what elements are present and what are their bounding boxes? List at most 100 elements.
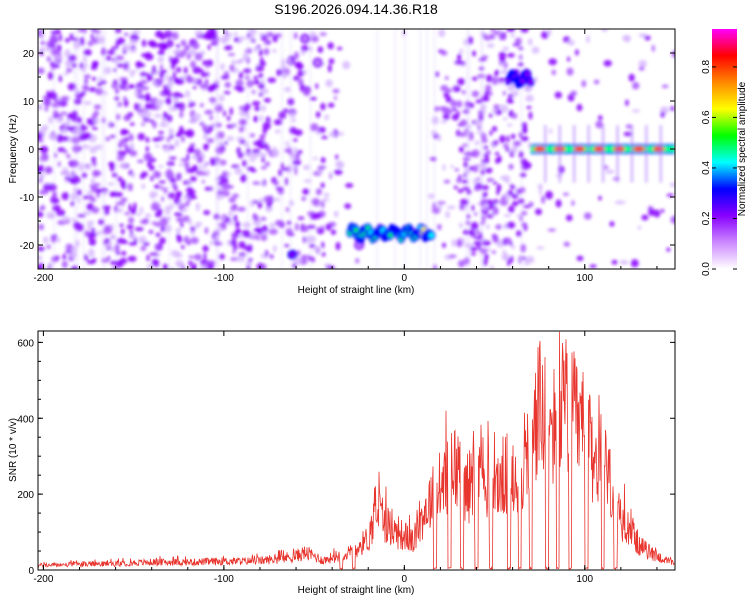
noise-speck (536, 246, 545, 250)
noise-speck (461, 90, 466, 95)
noise-speck (83, 211, 92, 215)
noise-speck (122, 44, 131, 51)
noise-streak (466, 29, 468, 269)
noise-speck (52, 204, 61, 212)
noise-speck (169, 134, 174, 140)
noise-speck (435, 71, 439, 78)
noise-speck (644, 35, 651, 41)
noise-speck (58, 34, 63, 42)
noise-speck (161, 196, 165, 202)
noise-speck (180, 245, 185, 250)
noise-speck (133, 202, 137, 211)
noise-speck (48, 262, 53, 269)
noise-speck (506, 123, 513, 127)
noise-speck (93, 104, 102, 110)
noise-speck (236, 255, 245, 262)
noise-speck (190, 226, 196, 232)
noise-speck (203, 210, 211, 215)
noise-speck (86, 118, 91, 125)
line-spike (601, 125, 605, 183)
noise-speck (492, 181, 497, 185)
noise-speck (619, 260, 629, 265)
noise-speck (188, 255, 195, 259)
noise-speck (293, 75, 300, 81)
noise-speck (123, 99, 129, 108)
noise-speck (509, 241, 513, 247)
noise-speck (209, 240, 214, 246)
noise-speck (77, 214, 86, 218)
noise-speck (508, 163, 514, 170)
noise-speck (172, 31, 179, 40)
noise-speck (159, 69, 165, 79)
noise-speck (57, 147, 66, 153)
noise-speck (238, 252, 247, 257)
noise-speck (221, 182, 231, 191)
noise-speck (528, 141, 532, 150)
noise-speck (327, 42, 334, 50)
noise-speck (39, 173, 43, 178)
noise-speck (162, 145, 168, 149)
noise-speck (547, 228, 557, 232)
noise-speck (206, 85, 216, 92)
noise-speck (486, 224, 490, 230)
noise-speck (232, 248, 236, 255)
noise-speck (284, 177, 289, 186)
noise-speck (519, 187, 526, 193)
noise-speck (565, 214, 573, 222)
noise-streak (215, 29, 218, 269)
noise-speck (313, 156, 318, 161)
noise-speck (186, 53, 192, 60)
noise-speck (176, 235, 183, 243)
noise-speck (103, 66, 112, 75)
noise-speck (450, 165, 455, 169)
spectrogram-ylabel: Frequency (Hz) (8, 115, 19, 184)
noise-speck (230, 238, 237, 247)
noise-speck (88, 237, 97, 246)
noise-speck (159, 122, 169, 128)
noise-speck (666, 193, 674, 197)
noise-speck (190, 190, 196, 195)
noise-speck (46, 211, 55, 219)
noise-speck (488, 201, 495, 210)
y-tick-label: 400 (17, 414, 34, 425)
line-peak (613, 146, 626, 152)
noise-speck (310, 123, 319, 132)
noise-speck (61, 123, 67, 127)
noise-speck (507, 52, 515, 58)
noise-speck (184, 44, 191, 51)
noise-speck (182, 196, 191, 200)
noise-speck (38, 223, 45, 231)
noise-speck (256, 153, 262, 157)
noise-speck (54, 55, 63, 61)
noise-speck (258, 73, 264, 79)
noise-speck (294, 223, 299, 231)
noise-speck (595, 120, 604, 129)
noise-speck (294, 152, 301, 160)
noise-speck (268, 228, 278, 235)
noise-speck (94, 29, 101, 35)
snr-frame (37, 330, 676, 571)
noise-speck (274, 129, 281, 134)
noise-speck (524, 259, 530, 266)
noise-speck (508, 205, 515, 213)
noise-speck (248, 257, 253, 263)
noise-speck (69, 33, 74, 40)
noise-speck (328, 58, 335, 65)
noise-speck (528, 111, 533, 120)
noise-speck (253, 116, 258, 122)
noise-speck (58, 74, 62, 83)
noise-speck (437, 223, 442, 231)
noise-speck (458, 132, 467, 138)
noise-speck (492, 207, 499, 216)
noise-speck (158, 180, 166, 184)
noise-speck (278, 169, 283, 177)
noise-speck (226, 136, 234, 142)
noise-speck (150, 175, 154, 182)
noise-speck (332, 88, 340, 94)
noise-speck (181, 264, 185, 269)
noise-speck (495, 151, 500, 156)
line-peak (632, 146, 645, 152)
noise-speck (288, 200, 295, 206)
line-peak (533, 146, 546, 152)
noise-speck (84, 230, 91, 237)
